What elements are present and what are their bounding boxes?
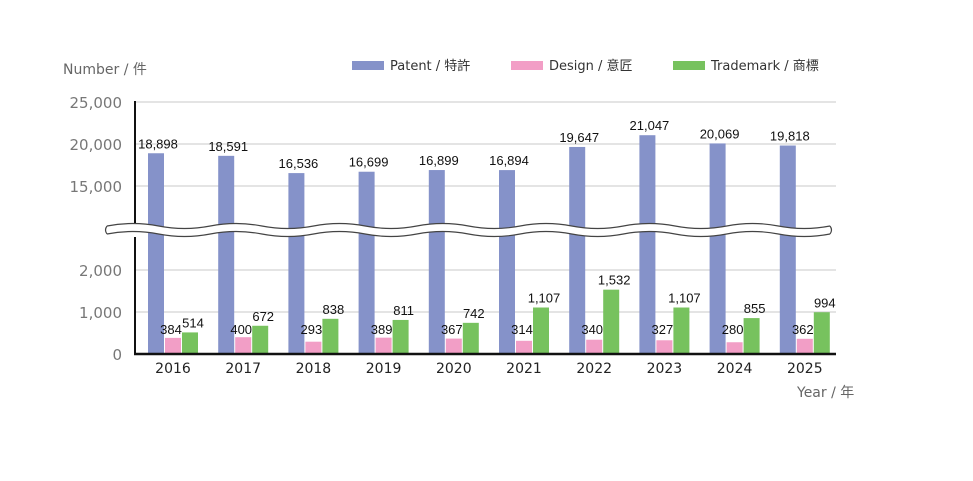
- data-label-trademark: 838: [323, 302, 345, 317]
- bar-design: [586, 339, 603, 354]
- y-tick-label: 25,000: [70, 94, 123, 112]
- bar-design: [656, 340, 673, 354]
- data-label-trademark: 514: [182, 315, 204, 330]
- axis-break-cap: [829, 225, 833, 235]
- bar-patent: [499, 170, 515, 354]
- x-tick-label: 2016: [155, 361, 191, 377]
- data-label-trademark: 672: [252, 309, 274, 324]
- bar-patent: [569, 146, 586, 354]
- bar-patent: [218, 155, 235, 354]
- tick-labels: 0 1,000 2,000 15,000 20,000 25,000 2016 2017 201…: [70, 94, 823, 377]
- data-label-trademark: 811: [393, 303, 414, 318]
- bar-patent: [358, 171, 375, 354]
- legend-swatch: [511, 61, 543, 70]
- bar-trademark: [603, 289, 620, 354]
- bar-design: [445, 338, 462, 354]
- x-tick-label: 2022: [576, 361, 612, 377]
- y-tick-label: 2,000: [79, 262, 122, 280]
- legend-label: Design / 意匠: [549, 58, 633, 74]
- x-tick-label: 2018: [296, 361, 332, 377]
- axis-break-line: [106, 222, 831, 230]
- axis-break-band: [107, 223, 830, 237]
- x-tick-label: 2025: [787, 361, 823, 377]
- y-tick-label: 15,000: [70, 178, 123, 196]
- data-label-patent: 21,047: [630, 118, 670, 133]
- x-axis-label: Year / 年: [796, 385, 854, 401]
- data-label-design: 340: [581, 322, 603, 337]
- data-label-trademark: 1,532: [598, 273, 631, 288]
- y-tick-label: 20,000: [70, 136, 123, 154]
- bar-design: [165, 337, 181, 354]
- data-label-design: 362: [792, 322, 814, 337]
- data-label-patent: 19,647: [559, 130, 599, 145]
- data-label-design: 280: [722, 322, 744, 337]
- bar-patent: [148, 153, 164, 354]
- bar-trademark: [813, 312, 830, 354]
- data-label-design: 389: [371, 322, 393, 337]
- bar-patent: [709, 143, 726, 354]
- bar-design: [796, 338, 813, 354]
- data-label-patent: 16,899: [419, 153, 459, 168]
- data-label-patent: 18,898: [138, 136, 178, 151]
- data-label-patent: 19,818: [770, 129, 810, 144]
- bar-patent: [639, 135, 656, 354]
- data-label-trademark: 1,107: [668, 291, 701, 306]
- data-label-design: 384: [160, 322, 182, 337]
- data-label-trademark: 855: [744, 301, 766, 316]
- x-tick-label: 2024: [717, 361, 753, 377]
- bar-design: [516, 340, 532, 354]
- bar-design: [235, 337, 252, 354]
- bar-patent: [428, 170, 445, 354]
- bar-trademark: [182, 332, 198, 354]
- bar-trademark: [252, 325, 269, 354]
- axis-break-cap: [104, 225, 108, 235]
- data-label-design: 367: [441, 322, 463, 337]
- axes: [134, 101, 836, 356]
- bar-trademark: [392, 319, 409, 354]
- legend-label: Patent / 特許: [390, 59, 470, 74]
- bar-trademark: [533, 307, 549, 354]
- bar-patent: [288, 173, 305, 354]
- data-label-design: 293: [301, 322, 323, 337]
- bar-trademark: [673, 307, 690, 354]
- legend-swatch: [673, 61, 705, 70]
- x-tick-label: 2017: [225, 361, 261, 377]
- legend: Patent / 特許 Design / 意匠 Trademark / 商標: [352, 58, 819, 74]
- bar-design: [305, 341, 322, 354]
- data-label-trademark: 994: [814, 295, 836, 310]
- bar-design: [375, 337, 392, 354]
- bars: [148, 135, 830, 354]
- bar-patent: [779, 145, 796, 354]
- data-label-patent: 16,699: [349, 155, 389, 170]
- x-tick-label: 2021: [506, 361, 542, 377]
- data-label-design: 400: [230, 322, 252, 337]
- x-tick-label: 2019: [366, 361, 402, 377]
- x-tick-label: 2023: [647, 361, 683, 377]
- legend-swatch: [352, 61, 384, 70]
- data-label-design: 327: [652, 322, 674, 337]
- data-label-patent: 20,069: [700, 126, 740, 141]
- bar-design: [726, 342, 743, 354]
- x-tick-label: 2020: [436, 361, 472, 377]
- data-label-trademark: 742: [463, 306, 485, 321]
- legend-label: Trademark / 商標: [710, 59, 819, 74]
- bar-trademark: [462, 322, 479, 354]
- data-label-patent: 18,591: [208, 139, 248, 154]
- data-label-patent: 16,894: [489, 153, 529, 168]
- y-tick-label: 1,000: [79, 304, 122, 322]
- data-label-design: 314: [511, 322, 533, 337]
- data-label-trademark: 1,107: [528, 291, 561, 306]
- bar-trademark: [743, 318, 760, 354]
- bar-trademark: [322, 318, 339, 354]
- y-axis-label: Number / 件: [63, 62, 147, 78]
- y-tick-label: 0: [112, 346, 122, 364]
- data-label-patent: 16,536: [279, 156, 319, 171]
- axis-break-line: [106, 230, 831, 238]
- axis-break: [104, 222, 833, 238]
